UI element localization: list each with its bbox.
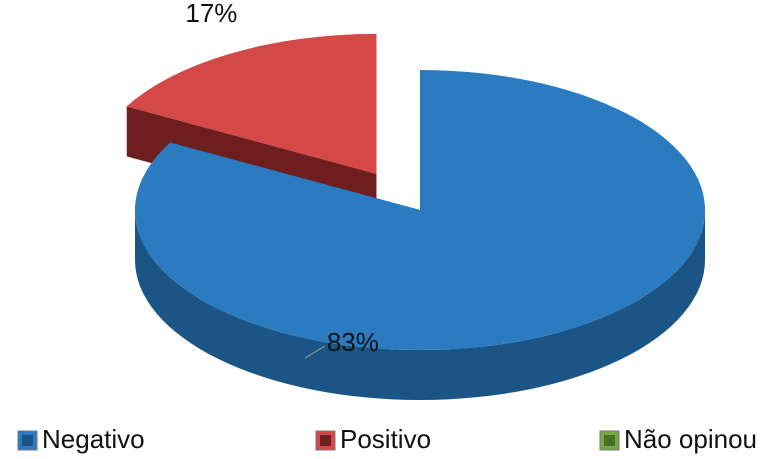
legend-label: Positivo: [340, 424, 431, 454]
legend-swatch-inner: [320, 435, 331, 446]
leader-line: [304, 345, 326, 359]
legend-swatch-inner: [22, 435, 33, 446]
slice-top: [135, 70, 705, 351]
legend-label: Não opinou: [624, 424, 757, 454]
slice-side: [135, 210, 705, 400]
slice-top: [126, 33, 377, 174]
slice: [135, 70, 705, 400]
data-label: 83%: [327, 327, 379, 357]
legend-swatch-inner: [604, 435, 615, 446]
data-label: 17%: [185, 0, 237, 28]
legend-label: Negativo: [42, 424, 145, 454]
